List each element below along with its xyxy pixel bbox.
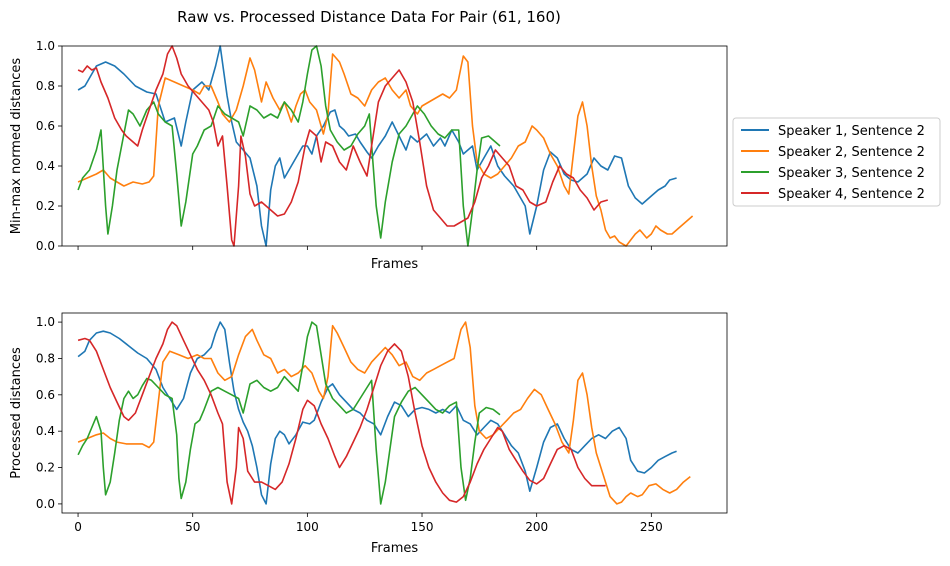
y-tick-label: 0.8 [36,351,55,365]
y-tick-label: 0.4 [36,159,55,173]
top-axes: 0.0 0.2 0.4 0.6 0.8 1.0 Min-max normed distan… [9,39,728,272]
top-x-axis-label: Frames [371,257,419,272]
legend: Speaker 1, Sentence 2 Speaker 2, Sentenc… [732,117,941,207]
series-line [77,45,677,247]
y-tick-label: 0.6 [36,388,55,402]
y-tick-label: 0.4 [36,424,55,438]
legend-entry: Speaker 4, Sentence 2 [741,187,925,202]
bottom-y-axis-label: Processed distances [9,347,24,479]
axes-frame [61,45,728,247]
series-line [77,321,606,505]
series-line [77,45,501,247]
figure-title: Raw vs. Processed Distance Data For Pair… [177,8,561,26]
legend-label: Speaker 3, Sentence 2 [778,166,925,181]
y-tick-label: 0.6 [36,119,55,133]
series-line [77,45,609,247]
series-line [77,321,677,505]
x-tick-label: 250 [640,520,663,534]
top-y-axis-label: Min-max normed distances [9,58,24,235]
x-tick-label: 200 [525,520,548,534]
legend-entry: Speaker 3, Sentence 2 [741,166,925,181]
x-tick-label: 150 [411,520,434,534]
y-tick-label: 1.0 [36,315,55,329]
legend-label: Speaker 2, Sentence 2 [778,145,925,160]
y-tick-label: 0.0 [36,497,55,511]
y-tick-label: 0.0 [36,239,55,253]
y-tick-label: 0.2 [36,461,55,475]
y-tick-label: 1.0 [36,39,55,53]
legend-entry: Speaker 1, Sentence 2 [741,124,925,139]
series-line [77,321,691,505]
x-tick-label: 0 [74,520,82,534]
x-tick-label: 50 [185,520,200,534]
legend-frame [732,117,941,207]
y-tick-label: 0.2 [36,199,55,213]
legend-label: Speaker 1, Sentence 2 [778,124,925,139]
legend-label: Speaker 4, Sentence 2 [778,187,925,202]
legend-entry: Speaker 2, Sentence 2 [741,145,925,160]
bottom-x-axis-label: Frames [371,541,419,556]
bottom-axes: 0 50 100 150 200 250 0.0 0.2 0.4 0.6 0.8 1.0 Proces… [9,312,728,556]
axes-frame [61,312,728,514]
series-line [77,321,501,505]
x-tick-label: 100 [296,520,319,534]
series-line [77,53,694,247]
y-tick-label: 0.8 [36,79,55,93]
